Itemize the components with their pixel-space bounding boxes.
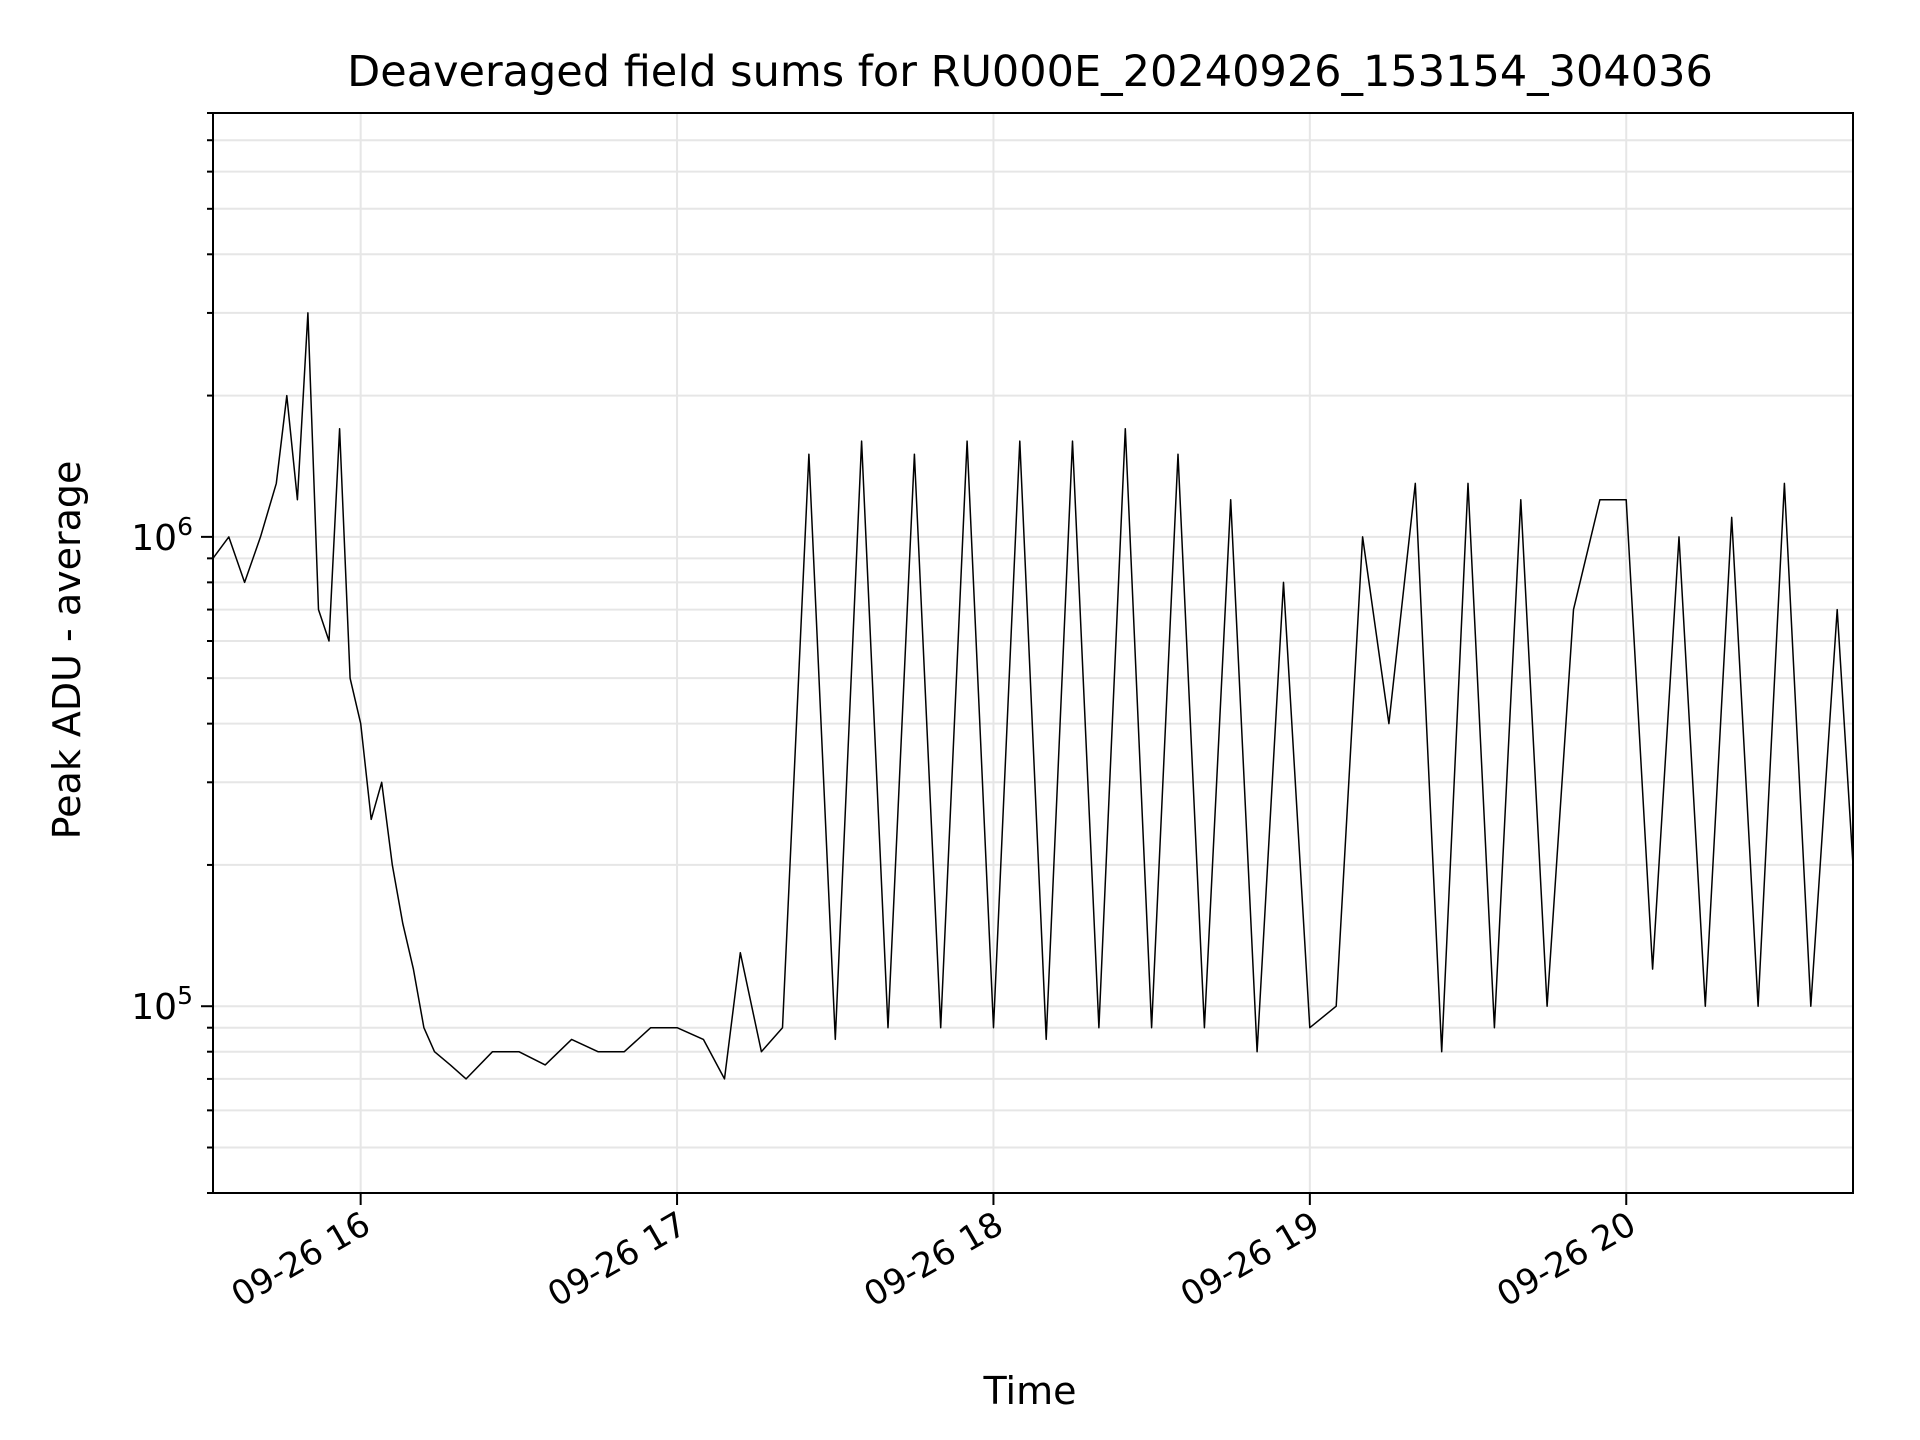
y-tick-label: 106 [131,512,193,559]
y-axis-label: Peak ADU - average [45,461,89,840]
series-line [212,312,1854,1080]
chart-title: Deaveraged field sums for RU000E_2024092… [347,47,1713,97]
x-axis-label: Time [983,1369,1077,1413]
plot-frame [212,112,1854,1194]
y-tick-label: 105 [131,981,193,1028]
data-series [212,312,1854,1080]
